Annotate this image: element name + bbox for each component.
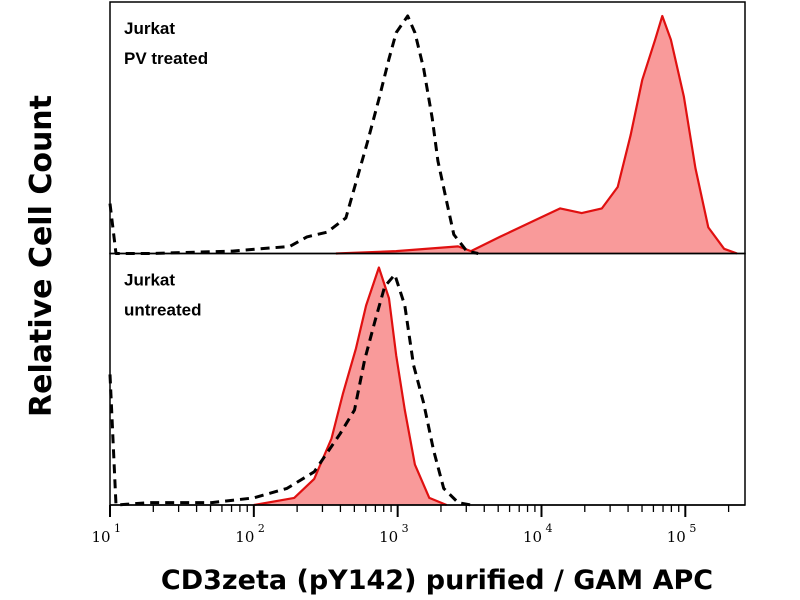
stained-histogram-line [253, 266, 448, 507]
x-tick-label: 10 [523, 528, 542, 546]
stained-histogram-fill [335, 16, 738, 254]
panel-label: PV treated [124, 49, 208, 68]
stained-histogram-fill [253, 267, 447, 505]
y-axis-title: Relative Cell Count [24, 95, 59, 417]
control-histogram-line [108, 273, 472, 507]
panel-label: Jurkat [124, 19, 175, 38]
x-tick-exponent: 3 [402, 522, 409, 535]
stained-histogram-line [335, 14, 738, 255]
x-axis: 10 1 10 2 10 3 10 4 10 5 [91, 504, 745, 546]
x-axis-title: CD3zeta (pY142) purified / GAM APC [161, 565, 713, 596]
control-histogram-line [108, 14, 479, 255]
x-tick-label: 10 [667, 528, 686, 546]
panel-2: Jurkat untreated [108, 252, 746, 507]
x-tick-exponent: 4 [545, 522, 552, 535]
panels: Jurkat PV treated Jurkat untreated [108, 1, 746, 507]
x-tick-label: 10 [91, 528, 110, 546]
x-tick-label: 10 [379, 528, 398, 546]
panel-label: Jurkat [124, 271, 175, 290]
panel-1: Jurkat PV treated [108, 1, 746, 255]
panel-label: untreated [124, 301, 201, 320]
x-tick-exponent: 5 [689, 522, 696, 535]
x-tick-exponent: 2 [258, 522, 265, 535]
x-tick-label: 10 [235, 528, 254, 546]
x-tick-exponent: 1 [114, 522, 121, 535]
panel-frame [109, 252, 746, 506]
